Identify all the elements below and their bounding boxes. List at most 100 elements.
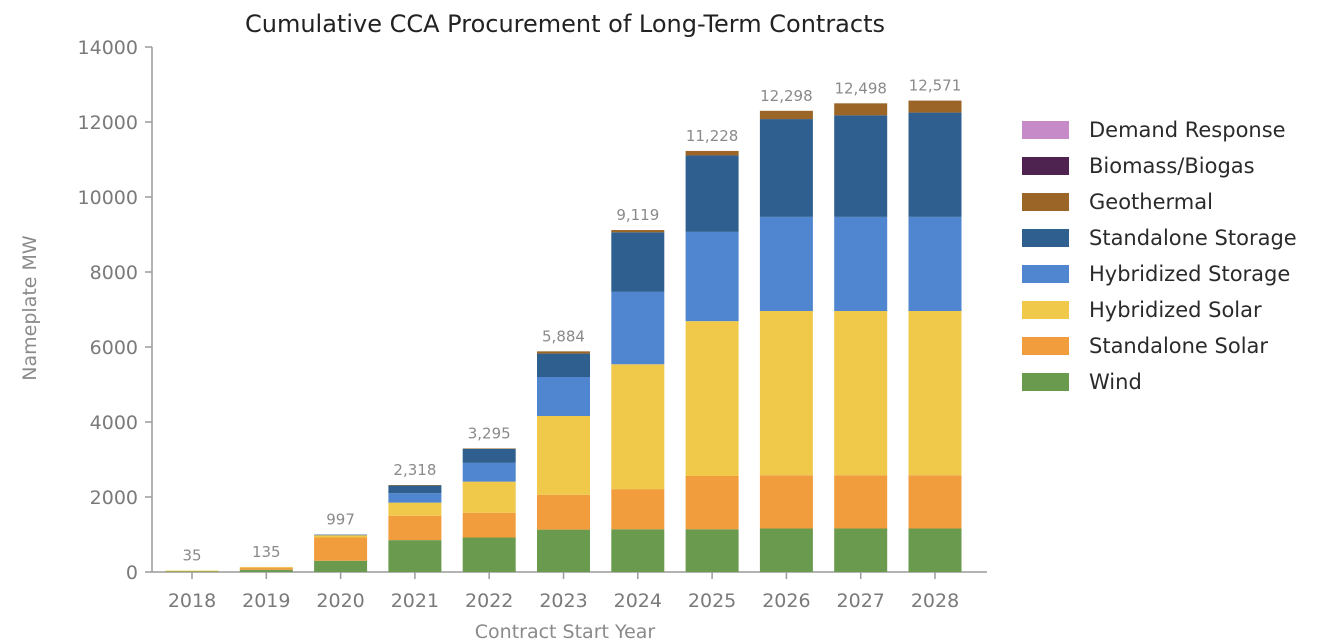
x-tick-label: 2023 [539,590,587,612]
bar-segment-standalone-storage [611,232,665,292]
bar-total-label: 997 [326,511,355,529]
bar-total-label: 12,571 [909,77,962,95]
x-axis-label: Contract Start Year [475,621,656,643]
x-tick-label: 2025 [688,590,736,612]
legend-label: Demand Response [1089,118,1286,142]
bar-total-label: 2,318 [393,461,436,479]
bar-segment-geothermal [908,100,962,113]
legend-label: Standalone Storage [1089,226,1297,250]
bar-segment-wind [388,540,442,572]
bar-segment-standalone-solar [239,567,293,570]
bar-segment-standalone-storage [834,115,888,217]
bar-segment-hybridized-storage [685,231,739,322]
y-tick-label: 14000 [78,37,138,59]
axes: 0 2000 4000 6000 8000 10000 12000 14000 2018 2019… [78,37,987,612]
x-tick-label: 2019 [242,590,290,612]
bar-segment-geothermal [537,351,590,354]
bar-segment-standalone-solar [388,515,442,541]
legend-swatch [1022,121,1069,139]
x-tick-label: 2021 [391,590,439,612]
y-tick-label: 12000 [78,112,138,134]
legend-swatch [1022,265,1069,283]
x-tick-label: 2028 [911,590,959,612]
bar-segment-geothermal [462,448,516,449]
bar-segment-standalone-storage [462,448,516,463]
bar-total-label: 11,228 [686,127,739,145]
bar-segment-hybridized-solar [685,321,739,476]
legend-swatch [1022,373,1069,391]
bar-segment-wind [165,571,219,572]
legend-swatch [1022,193,1069,211]
bar-segment-hybridized-solar [239,566,293,568]
bar-total-label: 12,498 [834,79,887,97]
bar-segment-standalone-solar [908,475,962,529]
legend-label: Geothermal [1089,190,1213,214]
x-tick-label: 2018 [168,590,216,612]
bar-segment-hybridized-storage [537,377,590,416]
bar-segment-standalone-storage [314,534,368,536]
bar-segment-hybridized-solar [611,364,665,490]
bars [165,100,962,572]
bar-segment-geothermal [834,103,888,116]
bar-total-label: 35 [182,547,201,565]
bar-segment-standalone-solar [759,475,813,529]
y-tick-label: 10000 [78,187,138,209]
bar-segment-hybridized-storage [388,493,442,503]
bar-segment-standalone-solar [462,512,516,538]
bar-segment-geothermal [759,110,813,120]
bar-segment-wind [537,529,590,572]
bar-segment-wind [759,528,813,572]
bar-total-label: 5,884 [542,327,585,345]
bar-segment-standalone-solar [314,537,368,561]
bar-segment-wind [239,569,293,572]
bar-segment-hybridized-solar [759,311,813,476]
bar-segment-hybridized-solar [462,481,516,513]
legend-label: Standalone Solar [1089,334,1268,358]
bar-total-label: 135 [252,543,281,561]
total-labels: 35 135 997 2,318 3,295 5,884 9,119 11,228 12,298… [182,77,961,565]
y-axis-label: Nameplate MW [19,235,41,381]
x-tick-label: 2026 [762,590,810,612]
bar-segment-standalone-storage [537,353,590,377]
legend-label: Hybridized Solar [1089,298,1262,322]
x-tick-label: 2027 [837,590,885,612]
y-tick-label: 4000 [90,412,138,434]
bar-segment-standalone-solar [611,489,665,530]
chart-title: Cumulative CCA Procurement of Long-Term … [245,10,885,38]
y-tick-label: 0 [126,562,138,584]
bar-segment-geothermal [388,485,442,486]
bar-segment-hybridized-solar [165,570,219,572]
bar-segment-wind [834,528,888,572]
legend-label: Hybridized Storage [1089,262,1290,286]
x-tick-label: 2020 [316,590,364,612]
bar-segment-standalone-storage [908,112,962,217]
bar-segment-hybridized-solar [537,416,590,495]
legend-swatch [1022,229,1069,247]
legend-label: Biomass/Biogas [1089,154,1255,178]
bar-segment-hybridized-solar [908,311,962,476]
bar-segment-hybridized-storage [908,216,962,311]
bar-segment-wind [908,528,962,572]
bar-segment-hybridized-storage [759,216,813,311]
legend-label: Wind [1089,370,1142,394]
bar-segment-wind [314,560,368,572]
legend: Demand Response Biomass/Biogas Geothermal S… [1022,118,1297,394]
bar-segment-hybridized-solar [388,502,442,516]
bar-segment-standalone-solar [834,475,888,529]
bar-segment-hybridized-solar [834,311,888,476]
legend-swatch [1022,337,1069,355]
bar-segment-hybridized-solar [314,535,368,538]
legend-swatch [1022,301,1069,319]
bar-segment-geothermal [685,150,739,156]
bar-total-label: 3,295 [468,424,511,442]
bar-segment-hybridized-storage [462,462,516,482]
bar-segment-standalone-storage [388,485,442,494]
bar-total-label: 9,119 [616,206,659,224]
y-tick-label: 8000 [90,262,138,284]
bar-segment-wind [685,529,739,572]
y-tick-label: 2000 [90,487,138,509]
bar-segment-wind [462,537,516,572]
bar-segment-hybridized-storage [611,291,665,365]
bar-segment-standalone-solar [685,476,739,530]
